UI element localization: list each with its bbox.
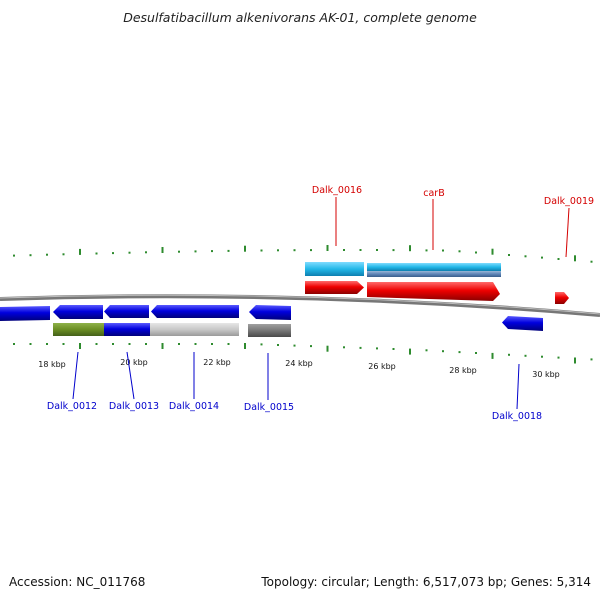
gene-arrow-dalk-0018[interactable] <box>502 316 543 331</box>
tick-label-20kbp: 20 kbp <box>120 358 148 367</box>
leader-line-dalk-0019 <box>565 207 570 258</box>
leader-line-dalk-0018 <box>516 363 520 410</box>
tick-label-28kbp: 28 kbp <box>449 366 477 375</box>
gene-arrow-dalk-0013[interactable] <box>104 305 149 318</box>
tick-label-30kbp: 30 kbp <box>532 370 560 379</box>
blue-feature-dalk-0013[interactable] <box>104 323 150 336</box>
tick-label-22kbp: 22 kbp <box>203 358 231 367</box>
gene-arrow-dalk-0014[interactable] <box>151 305 239 318</box>
tick-label-26kbp: 26 kbp <box>368 362 396 371</box>
gene-arrow-dalk-0015[interactable] <box>249 305 291 320</box>
gene-arrow-dalk-0019[interactable] <box>555 292 569 304</box>
lightgray-feature-dalk-0014[interactable] <box>150 323 239 336</box>
tick-label-24kbp: 24 kbp <box>285 359 313 368</box>
gene-label-dalk-0015[interactable]: Dalk_0015 <box>244 402 294 413</box>
gene-arrow-carb[interactable] <box>367 282 500 301</box>
gene-arrow-dalk-0012[interactable] <box>53 305 103 319</box>
gene-arrow-dalk-0016[interactable] <box>305 281 364 294</box>
leader-line-dalk-0012 <box>72 351 79 400</box>
tick-label-18kbp: 18 kbp <box>38 360 66 369</box>
genome-backbone-highlight <box>0 294 600 315</box>
map-title: Desulfatibacillum alkenivorans AK-01, co… <box>123 10 477 25</box>
lower-tick-row <box>13 343 593 364</box>
cyan-feature-dalk-0016[interactable] <box>305 262 364 276</box>
gene-label-dalk-0014[interactable]: Dalk_0014 <box>169 401 219 412</box>
genome-backbone <box>0 294 600 317</box>
gene-label-dalk-0013[interactable]: Dalk_0013 <box>109 401 159 412</box>
upper-tick-row <box>13 245 593 263</box>
gene-label-dalk-0019[interactable]: Dalk_0019 <box>544 196 594 207</box>
gene-label-dalk-0018[interactable]: Dalk_0018 <box>492 411 542 422</box>
darkgray-feature-dalk-0015[interactable] <box>248 324 291 337</box>
accession-text: Accession: NC_011768 <box>9 575 145 589</box>
green-feature-dalk-0012[interactable] <box>53 323 104 336</box>
cyan-feature-carb[interactable] <box>367 263 501 271</box>
gene-label-dalk-0016[interactable]: Dalk_0016 <box>312 185 362 196</box>
leader-line-dalk-0013 <box>126 351 135 400</box>
genome-summary-text: Topology: circular; Length: 6,517,073 bp… <box>260 575 591 589</box>
gene-label-carb[interactable]: carB <box>423 188 444 199</box>
gene-label-dalk-0012[interactable]: Dalk_0012 <box>47 401 97 412</box>
steel-feature-carb[interactable] <box>367 271 501 277</box>
gene-arrow-dalk-0011[interactable] <box>0 306 50 321</box>
